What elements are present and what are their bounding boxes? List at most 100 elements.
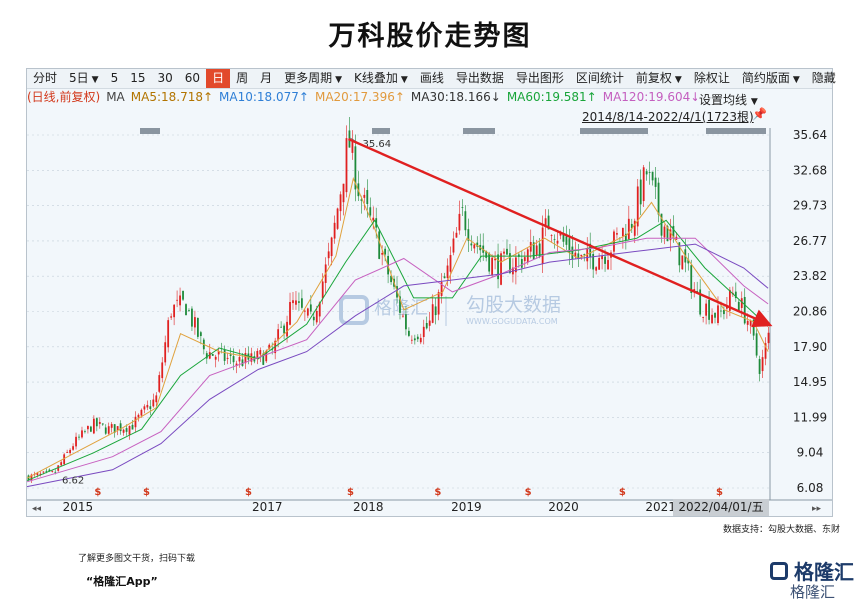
period-tab-6[interactable]: 日 [206,69,231,88]
candle-body [78,436,80,438]
candle-body [666,226,669,242]
candle-body [503,251,505,254]
candle-body [399,296,401,313]
dividend-marker: $ [716,487,723,498]
candle-body [330,237,333,257]
chevron-down-icon: ▼ [792,75,800,85]
y-tick-label: 32.68 [793,163,827,177]
watermark-logo-icon [339,295,369,325]
candle-body [327,251,330,259]
candle-body [467,229,470,241]
period-tab-1[interactable]: 5日 ▼ [63,69,105,88]
period-tab-5[interactable]: 60 [179,69,206,88]
candle-body [723,309,725,315]
period-tab-18[interactable]: 隐藏 [806,69,842,88]
candle-body [315,310,318,323]
candle-body [205,353,208,359]
candle-body [104,427,107,434]
period-tab-0[interactable]: 分时 [27,69,63,88]
candle-body [509,253,511,274]
candle-body [244,352,247,364]
candle-body [312,316,315,321]
candle-body [458,213,461,231]
candle-body [657,182,660,215]
y-tick-label: 23.82 [793,269,827,283]
candle-body [211,353,214,356]
period-tab-17[interactable]: 简约版面 ▼ [736,69,806,88]
candle-body [283,325,285,334]
qr-download-text: 了解更多图文干货，扫码下载 [78,554,196,564]
candle-body [476,242,479,247]
candle-body [223,349,226,361]
candle-body [434,306,437,316]
ma-value-5: MA120:19.604↓ [602,90,697,104]
period-tab-9[interactable]: 更多周期 ▼ [278,69,348,88]
watermark-en: WWW.GOGUDATA.COM [466,317,558,326]
ma-settings-button[interactable]: 设置均线 ▼ [699,93,758,107]
candle-body [75,436,77,447]
candle-body [654,177,657,187]
scroll-right-icon[interactable]: ▸▸ [812,504,822,514]
candle-body [413,338,416,341]
period-tab-label: 简约版面 [741,71,790,85]
min-price-label: 6.62 [62,476,84,487]
period-tab-11[interactable]: 画线 [414,69,450,88]
period-tab-14[interactable]: 区间统计 [570,69,630,88]
candle-body [461,207,464,208]
candle-body [51,471,54,472]
candle-body [226,357,229,359]
candle-body [95,418,98,427]
candle-body [98,422,101,424]
candle-body [214,356,217,360]
candle-body [366,190,369,205]
event-strip [140,128,160,134]
event-strip [372,128,390,134]
candle-body [422,326,425,338]
candle-body [541,227,544,264]
dividend-marker: $ [94,487,101,498]
candle-body [42,471,45,473]
scroll-left-icon[interactable]: ◂◂ [32,504,42,514]
candle-body [583,253,586,255]
ma-line-ma250 [26,243,769,488]
period-tab-2[interactable]: 5 [105,69,125,88]
brand-logo-sub: 格隆汇 [790,583,836,601]
x-tick-label: 2017 [252,500,283,514]
candle-body [627,218,630,240]
candle-body [764,343,767,359]
ma-line-ma60 [26,219,769,482]
candle-body [336,208,339,229]
bottom-band [0,537,860,607]
candle-body [586,248,589,262]
period-tab-10[interactable]: K线叠加 ▼ [348,69,414,88]
chevron-down-icon: ▼ [335,75,343,85]
dividend-marker: $ [434,487,441,498]
candle-body [116,426,119,431]
period-tab-12[interactable]: 导出数据 [450,69,510,88]
candle-body [642,167,645,202]
period-tab-8[interactable]: 月 [254,69,278,88]
period-tab-13[interactable]: 导出图形 [510,69,570,88]
pin-icon[interactable]: 📌 [752,107,767,121]
candle-body [669,229,672,241]
chevron-down-icon: ▼ [674,75,682,85]
date-range[interactable]: 2014/8/14-2022/4/1(1723根) [582,110,754,124]
price-chart: 格隆汇 勾股大数据 WWW.GOGUDATA.COM $ $ $ $ $ $ $ $35.64… [26,117,832,516]
period-tab-4[interactable]: 30 [152,69,179,88]
candle-body [690,265,693,293]
period-tab-3[interactable]: 15 [124,69,151,88]
candle-body [749,320,752,326]
candle-body [752,319,755,336]
period-tab-16[interactable]: 除权让 [688,69,736,88]
candle-body [217,351,220,355]
candle-body [295,300,297,305]
period-tab-7[interactable]: 周 [230,69,254,88]
candle-body [188,310,190,312]
y-tick-label: 35.64 [793,128,827,142]
event-strip [706,128,766,134]
period-tab-15[interactable]: 前复权 ▼ [630,69,688,88]
candle-body [232,356,235,363]
candle-body [27,475,30,481]
dividend-marker: $ [619,487,626,498]
watermark-logo-text: 格隆汇 [374,298,428,319]
